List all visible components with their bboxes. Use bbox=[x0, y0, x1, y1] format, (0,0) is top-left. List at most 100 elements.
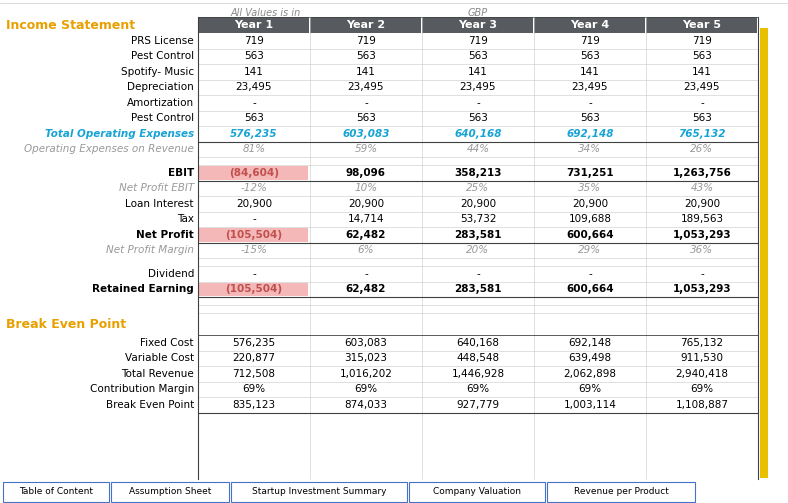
Text: PRS License: PRS License bbox=[132, 36, 194, 46]
Text: 20,900: 20,900 bbox=[236, 199, 272, 209]
Text: Amortization: Amortization bbox=[127, 98, 194, 108]
FancyBboxPatch shape bbox=[310, 17, 422, 33]
Text: Revenue per Product: Revenue per Product bbox=[574, 487, 668, 496]
Text: All Values is in: All Values is in bbox=[230, 8, 300, 18]
Text: 563: 563 bbox=[468, 51, 488, 61]
Text: Spotify- Music: Spotify- Music bbox=[121, 67, 194, 77]
Text: -: - bbox=[588, 269, 592, 279]
Text: 731,251: 731,251 bbox=[567, 167, 614, 178]
Text: Operating Expenses on Revenue: Operating Expenses on Revenue bbox=[24, 144, 194, 154]
FancyBboxPatch shape bbox=[3, 482, 109, 502]
Text: 23,495: 23,495 bbox=[684, 82, 720, 92]
Text: EBIT: EBIT bbox=[168, 167, 194, 178]
Text: 692,148: 692,148 bbox=[567, 129, 614, 139]
Text: 692,148: 692,148 bbox=[568, 338, 611, 348]
Text: 563: 563 bbox=[356, 113, 376, 123]
Text: 69%: 69% bbox=[355, 384, 377, 394]
Text: 1,446,928: 1,446,928 bbox=[452, 369, 504, 379]
Text: 835,123: 835,123 bbox=[232, 400, 276, 410]
Text: 563: 563 bbox=[580, 113, 600, 123]
Text: 20,900: 20,900 bbox=[684, 199, 720, 209]
Text: Net Profit: Net Profit bbox=[136, 230, 194, 240]
Text: Pest Control: Pest Control bbox=[131, 51, 194, 61]
FancyBboxPatch shape bbox=[534, 17, 645, 33]
Text: 719: 719 bbox=[244, 36, 264, 46]
Text: 283,581: 283,581 bbox=[454, 284, 502, 294]
Text: Fixed Cost: Fixed Cost bbox=[140, 338, 194, 348]
Text: Year 4: Year 4 bbox=[571, 20, 610, 30]
Text: 6%: 6% bbox=[358, 245, 374, 255]
Text: 563: 563 bbox=[580, 51, 600, 61]
Text: 563: 563 bbox=[244, 113, 264, 123]
Text: Assumption Sheet: Assumption Sheet bbox=[128, 487, 211, 496]
Text: Break Even Point: Break Even Point bbox=[106, 400, 194, 410]
Text: 1,263,756: 1,263,756 bbox=[673, 167, 731, 178]
Text: 189,563: 189,563 bbox=[680, 214, 723, 224]
Text: Year 5: Year 5 bbox=[682, 20, 722, 30]
Text: 640,168: 640,168 bbox=[454, 129, 502, 139]
FancyBboxPatch shape bbox=[547, 482, 695, 502]
Text: 23,495: 23,495 bbox=[572, 82, 608, 92]
Text: 20,900: 20,900 bbox=[572, 199, 608, 209]
Text: 358,213: 358,213 bbox=[454, 167, 502, 178]
Text: 20,900: 20,900 bbox=[348, 199, 384, 209]
Text: Depreciation: Depreciation bbox=[127, 82, 194, 92]
Text: 62,482: 62,482 bbox=[346, 230, 386, 240]
Text: 62,482: 62,482 bbox=[346, 284, 386, 294]
Text: 59%: 59% bbox=[355, 144, 377, 154]
FancyBboxPatch shape bbox=[199, 17, 310, 33]
Text: 563: 563 bbox=[244, 51, 264, 61]
Text: 719: 719 bbox=[468, 36, 488, 46]
Text: 1,053,293: 1,053,293 bbox=[673, 230, 731, 240]
Text: Variable Cost: Variable Cost bbox=[125, 353, 194, 363]
Text: 600,664: 600,664 bbox=[567, 230, 614, 240]
Text: Company Valuation: Company Valuation bbox=[433, 487, 521, 496]
FancyBboxPatch shape bbox=[199, 228, 308, 241]
Text: 1,053,293: 1,053,293 bbox=[673, 284, 731, 294]
Text: 719: 719 bbox=[580, 36, 600, 46]
Text: 141: 141 bbox=[468, 67, 488, 77]
Text: Startup Investment Summary: Startup Investment Summary bbox=[251, 487, 386, 496]
Text: 98,096: 98,096 bbox=[346, 167, 386, 178]
Text: 1,003,114: 1,003,114 bbox=[563, 400, 616, 410]
Text: 765,132: 765,132 bbox=[678, 129, 726, 139]
Text: 2,940,418: 2,940,418 bbox=[675, 369, 728, 379]
FancyBboxPatch shape bbox=[646, 17, 757, 33]
Text: 719: 719 bbox=[356, 36, 376, 46]
Text: (105,504): (105,504) bbox=[225, 230, 283, 240]
Text: Contribution Margin: Contribution Margin bbox=[90, 384, 194, 394]
Text: Loan Interest: Loan Interest bbox=[125, 199, 194, 209]
Text: 109,688: 109,688 bbox=[568, 214, 611, 224]
Text: 14,714: 14,714 bbox=[348, 214, 385, 224]
Text: 220,877: 220,877 bbox=[232, 353, 276, 363]
Text: Total Operating Expenses: Total Operating Expenses bbox=[45, 129, 194, 139]
Text: 576,235: 576,235 bbox=[230, 129, 277, 139]
Text: 448,548: 448,548 bbox=[456, 353, 500, 363]
Text: 563: 563 bbox=[468, 113, 488, 123]
Text: 315,023: 315,023 bbox=[344, 353, 388, 363]
Text: 563: 563 bbox=[356, 51, 376, 61]
Text: -: - bbox=[252, 98, 256, 108]
Text: 29%: 29% bbox=[578, 245, 601, 255]
Text: 563: 563 bbox=[692, 113, 712, 123]
Text: 23,495: 23,495 bbox=[236, 82, 272, 92]
Text: Tax: Tax bbox=[177, 214, 194, 224]
Text: 911,530: 911,530 bbox=[681, 353, 723, 363]
FancyBboxPatch shape bbox=[760, 28, 768, 478]
Text: 53,732: 53,732 bbox=[459, 214, 496, 224]
Text: -12%: -12% bbox=[240, 183, 267, 193]
Text: -: - bbox=[476, 269, 480, 279]
Text: 1,108,887: 1,108,887 bbox=[675, 400, 728, 410]
Text: 283,581: 283,581 bbox=[454, 230, 502, 240]
Text: -: - bbox=[252, 269, 256, 279]
Text: Year 3: Year 3 bbox=[459, 20, 497, 30]
Text: -15%: -15% bbox=[240, 245, 267, 255]
Text: Net Profit Margin: Net Profit Margin bbox=[106, 245, 194, 255]
Text: Year 1: Year 1 bbox=[235, 20, 273, 30]
Text: -: - bbox=[252, 214, 256, 224]
FancyBboxPatch shape bbox=[111, 482, 229, 502]
Text: 563: 563 bbox=[692, 51, 712, 61]
Text: 600,664: 600,664 bbox=[567, 284, 614, 294]
Text: Table of Content: Table of Content bbox=[19, 487, 93, 496]
Text: 25%: 25% bbox=[466, 183, 489, 193]
